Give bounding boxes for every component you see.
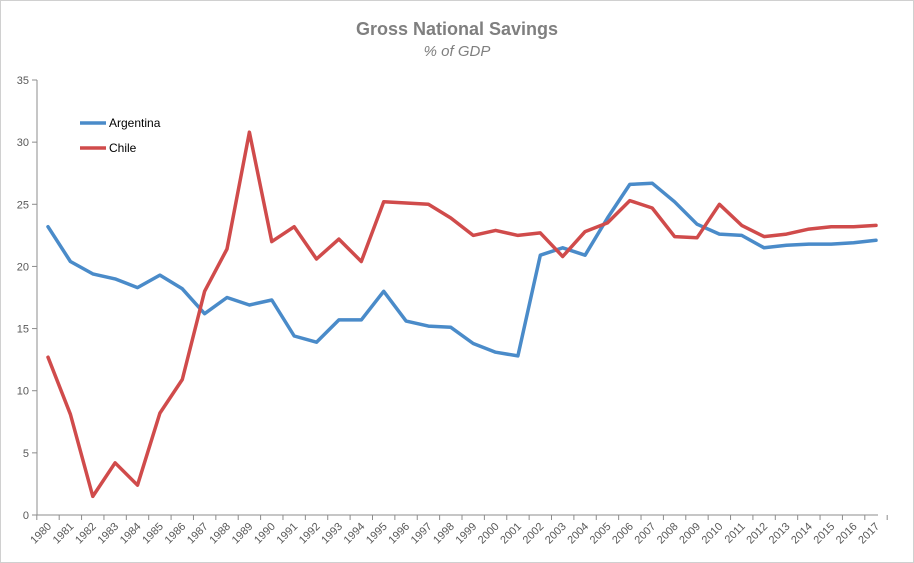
y-tick-label: 30	[17, 137, 29, 149]
chart-title: Gross National Savings	[355, 19, 559, 39]
x-tick-label: 1994	[342, 521, 368, 547]
legend-label-chile: Chile	[109, 141, 137, 155]
x-tick-label: 1997	[409, 521, 435, 547]
x-tick-label: 1982	[73, 521, 99, 547]
x-tick-label: 1980	[28, 521, 54, 547]
x-tick-label: 1996	[386, 521, 412, 547]
y-tick-label: 35	[17, 75, 29, 87]
x-tick-label: 2003	[543, 521, 569, 547]
x-tick-label: 2006	[610, 521, 636, 547]
x-tick-label: 1986	[163, 521, 189, 547]
x-tick-label: 2015	[812, 521, 838, 547]
series-line-argentina	[46, 181, 878, 358]
x-tick-label: 2014	[789, 521, 815, 547]
x-tick-label: 1987	[185, 521, 211, 547]
x-tick-label: 1995	[364, 521, 390, 547]
x-tick-label: 1990	[252, 521, 278, 547]
x-tick-label: 1981	[51, 521, 77, 547]
x-tick-label: 2004	[565, 521, 591, 547]
x-tick-label: 2008	[655, 521, 681, 547]
x-tick-label: 1985	[140, 521, 166, 547]
x-tick-label: 1992	[297, 521, 323, 547]
x-tick-label: 1988	[207, 521, 233, 547]
y-tick-label: 0	[23, 510, 29, 522]
x-tick-label: 2010	[700, 521, 726, 547]
x-tick-label: 2000	[476, 521, 502, 547]
x-tick-label: 1984	[118, 521, 144, 547]
y-tick-label: 5	[23, 448, 29, 460]
y-tick-label: 20	[17, 261, 29, 273]
x-tick-label: 2007	[633, 521, 659, 547]
x-tick-label: 2017	[856, 521, 882, 547]
x-axis-ticks: 1980198119821983198419851986198719881989…	[28, 515, 888, 547]
x-tick-label: 2011	[723, 521, 748, 546]
x-tick-label: 2013	[767, 521, 793, 547]
x-tick-label: 1998	[431, 521, 457, 547]
series-line-chile	[46, 130, 878, 499]
x-tick-label: 2005	[588, 521, 614, 547]
x-tick-label: 2012	[744, 521, 770, 547]
y-axis-ticks: 0 5 10 15 20 25 30 35	[17, 75, 37, 522]
x-tick-label: 2002	[521, 521, 547, 547]
x-tick-label: 2016	[834, 521, 860, 547]
legend-label-argentina: Argentina	[109, 116, 161, 130]
x-tick-label: 1989	[230, 521, 256, 547]
x-tick-label: 1993	[319, 521, 345, 547]
legend: Argentina Chile	[80, 116, 161, 155]
x-tick-label: 2001	[498, 521, 524, 547]
y-tick-label: 10	[17, 386, 29, 398]
x-tick-label: 1991	[274, 521, 300, 547]
y-tick-label: 15	[17, 324, 29, 336]
x-tick-label: 2009	[677, 521, 703, 547]
chart-subtitle: % of GDP	[423, 43, 491, 60]
series-lines	[46, 130, 878, 499]
y-tick-label: 25	[17, 199, 29, 211]
x-tick-label: 1983	[95, 521, 121, 547]
x-tick-label: 1999	[454, 521, 480, 547]
